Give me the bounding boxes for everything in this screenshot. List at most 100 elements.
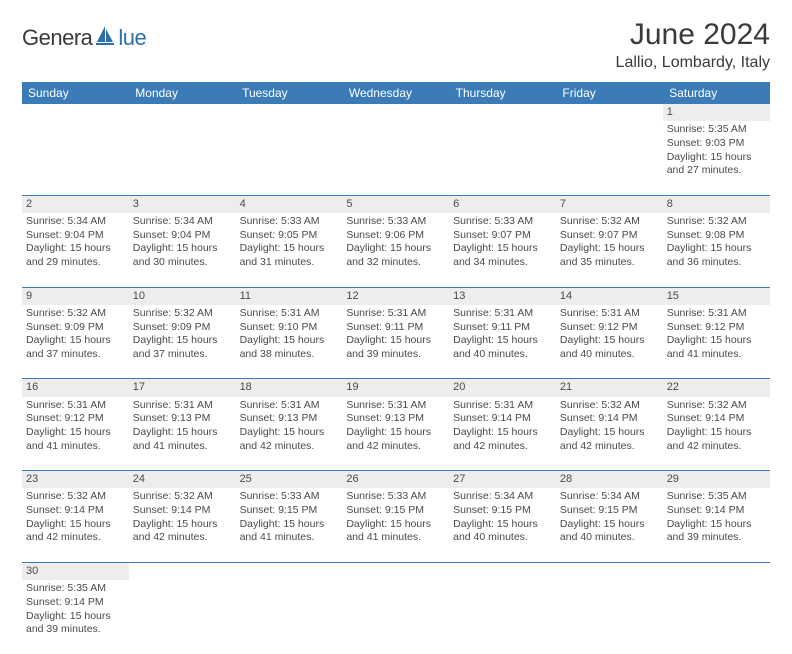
daylight-text: Daylight: 15 hours bbox=[667, 518, 766, 532]
day-number-cell: 26 bbox=[342, 471, 449, 489]
day-number-row: 30 bbox=[22, 562, 770, 580]
day-number-cell: 19 bbox=[342, 379, 449, 397]
sunset-text: Sunset: 9:07 PM bbox=[560, 229, 659, 243]
day-number: 6 bbox=[453, 197, 552, 211]
daylight-text: and 30 minutes. bbox=[133, 256, 232, 270]
calendar-day-cell bbox=[236, 580, 343, 654]
daylight-text: Daylight: 15 hours bbox=[133, 242, 232, 256]
calendar-day-cell: Sunrise: 5:31 AMSunset: 9:13 PMDaylight:… bbox=[342, 397, 449, 471]
day-number-cell bbox=[556, 104, 663, 121]
day-number: 20 bbox=[453, 380, 552, 394]
sunrise-text: Sunrise: 5:33 AM bbox=[453, 215, 552, 229]
sunrise-text: Sunrise: 5:33 AM bbox=[240, 215, 339, 229]
day-number: 30 bbox=[26, 564, 125, 578]
daylight-text: Daylight: 15 hours bbox=[346, 242, 445, 256]
day-number-cell: 28 bbox=[556, 471, 663, 489]
daylight-text: Daylight: 15 hours bbox=[667, 334, 766, 348]
sunset-text: Sunset: 9:12 PM bbox=[667, 321, 766, 335]
sunrise-text: Sunrise: 5:34 AM bbox=[133, 215, 232, 229]
daylight-text: and 36 minutes. bbox=[667, 256, 766, 270]
day-number-cell bbox=[342, 562, 449, 580]
calendar-day-cell: Sunrise: 5:34 AMSunset: 9:04 PMDaylight:… bbox=[129, 213, 236, 287]
sunset-text: Sunset: 9:14 PM bbox=[667, 504, 766, 518]
day-number: 26 bbox=[346, 472, 445, 486]
calendar-day-cell: Sunrise: 5:31 AMSunset: 9:12 PMDaylight:… bbox=[22, 397, 129, 471]
sunrise-text: Sunrise: 5:34 AM bbox=[560, 490, 659, 504]
calendar-day-cell: Sunrise: 5:31 AMSunset: 9:13 PMDaylight:… bbox=[129, 397, 236, 471]
sunrise-text: Sunrise: 5:31 AM bbox=[346, 307, 445, 321]
day-number-cell: 22 bbox=[663, 379, 770, 397]
daylight-text: and 27 minutes. bbox=[667, 164, 766, 178]
day-number-cell: 7 bbox=[556, 195, 663, 213]
sunset-text: Sunset: 9:14 PM bbox=[453, 412, 552, 426]
day-number: 21 bbox=[560, 380, 659, 394]
day-number-cell: 10 bbox=[129, 287, 236, 305]
sunset-text: Sunset: 9:09 PM bbox=[26, 321, 125, 335]
sunrise-text: Sunrise: 5:35 AM bbox=[667, 123, 766, 137]
day-number-cell: 4 bbox=[236, 195, 343, 213]
sunset-text: Sunset: 9:06 PM bbox=[346, 229, 445, 243]
sunrise-text: Sunrise: 5:31 AM bbox=[26, 399, 125, 413]
sunrise-text: Sunrise: 5:32 AM bbox=[560, 215, 659, 229]
daylight-text: and 41 minutes. bbox=[346, 531, 445, 545]
title-block: June 2024 Lallio, Lombardy, Italy bbox=[616, 18, 770, 72]
daylight-text: and 37 minutes. bbox=[26, 348, 125, 362]
calendar-day-cell bbox=[556, 580, 663, 654]
daylight-text: Daylight: 15 hours bbox=[26, 242, 125, 256]
day-number-cell: 8 bbox=[663, 195, 770, 213]
day-number: 18 bbox=[240, 380, 339, 394]
day-number-cell bbox=[22, 104, 129, 121]
daylight-text: Daylight: 15 hours bbox=[667, 426, 766, 440]
daylight-text: and 40 minutes. bbox=[560, 531, 659, 545]
daylight-text: Daylight: 15 hours bbox=[667, 151, 766, 165]
day-number-cell: 23 bbox=[22, 471, 129, 489]
daylight-text: Daylight: 15 hours bbox=[560, 242, 659, 256]
sunset-text: Sunset: 9:13 PM bbox=[346, 412, 445, 426]
sunset-text: Sunset: 9:05 PM bbox=[240, 229, 339, 243]
day-number-cell bbox=[129, 562, 236, 580]
day-header: Wednesday bbox=[342, 82, 449, 104]
daylight-text: and 42 minutes. bbox=[240, 440, 339, 454]
calendar-day-cell: Sunrise: 5:31 AMSunset: 9:11 PMDaylight:… bbox=[342, 305, 449, 379]
daylight-text: and 41 minutes. bbox=[26, 440, 125, 454]
calendar-day-cell bbox=[342, 121, 449, 195]
daylight-text: Daylight: 15 hours bbox=[346, 426, 445, 440]
day-number: 7 bbox=[560, 197, 659, 211]
day-header: Monday bbox=[129, 82, 236, 104]
calendar-day-cell: Sunrise: 5:32 AMSunset: 9:14 PMDaylight:… bbox=[22, 488, 129, 562]
sunrise-text: Sunrise: 5:31 AM bbox=[667, 307, 766, 321]
day-header: Saturday bbox=[663, 82, 770, 104]
sunset-text: Sunset: 9:14 PM bbox=[667, 412, 766, 426]
daylight-text: and 42 minutes. bbox=[453, 440, 552, 454]
daylight-text: Daylight: 15 hours bbox=[26, 426, 125, 440]
day-number-row: 16171819202122 bbox=[22, 379, 770, 397]
sunrise-text: Sunrise: 5:33 AM bbox=[346, 215, 445, 229]
calendar-week-row: Sunrise: 5:31 AMSunset: 9:12 PMDaylight:… bbox=[22, 397, 770, 471]
daylight-text: Daylight: 15 hours bbox=[453, 334, 552, 348]
daylight-text: and 42 minutes. bbox=[26, 531, 125, 545]
day-number-cell bbox=[449, 104, 556, 121]
sunset-text: Sunset: 9:15 PM bbox=[240, 504, 339, 518]
sunrise-text: Sunrise: 5:32 AM bbox=[133, 307, 232, 321]
calendar-week-row: Sunrise: 5:34 AMSunset: 9:04 PMDaylight:… bbox=[22, 213, 770, 287]
day-number: 9 bbox=[26, 289, 125, 303]
day-number: 13 bbox=[453, 289, 552, 303]
day-number: 14 bbox=[560, 289, 659, 303]
sunset-text: Sunset: 9:10 PM bbox=[240, 321, 339, 335]
calendar-day-cell bbox=[129, 121, 236, 195]
daylight-text: and 42 minutes. bbox=[560, 440, 659, 454]
calendar-day-cell: Sunrise: 5:31 AMSunset: 9:13 PMDaylight:… bbox=[236, 397, 343, 471]
day-number: 24 bbox=[133, 472, 232, 486]
calendar-day-cell: Sunrise: 5:32 AMSunset: 9:14 PMDaylight:… bbox=[129, 488, 236, 562]
sunrise-text: Sunrise: 5:31 AM bbox=[133, 399, 232, 413]
daylight-text: and 41 minutes. bbox=[133, 440, 232, 454]
sunset-text: Sunset: 9:14 PM bbox=[26, 504, 125, 518]
daylight-text: and 37 minutes. bbox=[133, 348, 232, 362]
sunset-text: Sunset: 9:07 PM bbox=[453, 229, 552, 243]
day-header: Tuesday bbox=[236, 82, 343, 104]
calendar-day-cell bbox=[449, 580, 556, 654]
calendar-week-row: Sunrise: 5:35 AMSunset: 9:14 PMDaylight:… bbox=[22, 580, 770, 654]
daylight-text: Daylight: 15 hours bbox=[240, 518, 339, 532]
day-number-cell bbox=[236, 562, 343, 580]
daylight-text: Daylight: 15 hours bbox=[133, 334, 232, 348]
